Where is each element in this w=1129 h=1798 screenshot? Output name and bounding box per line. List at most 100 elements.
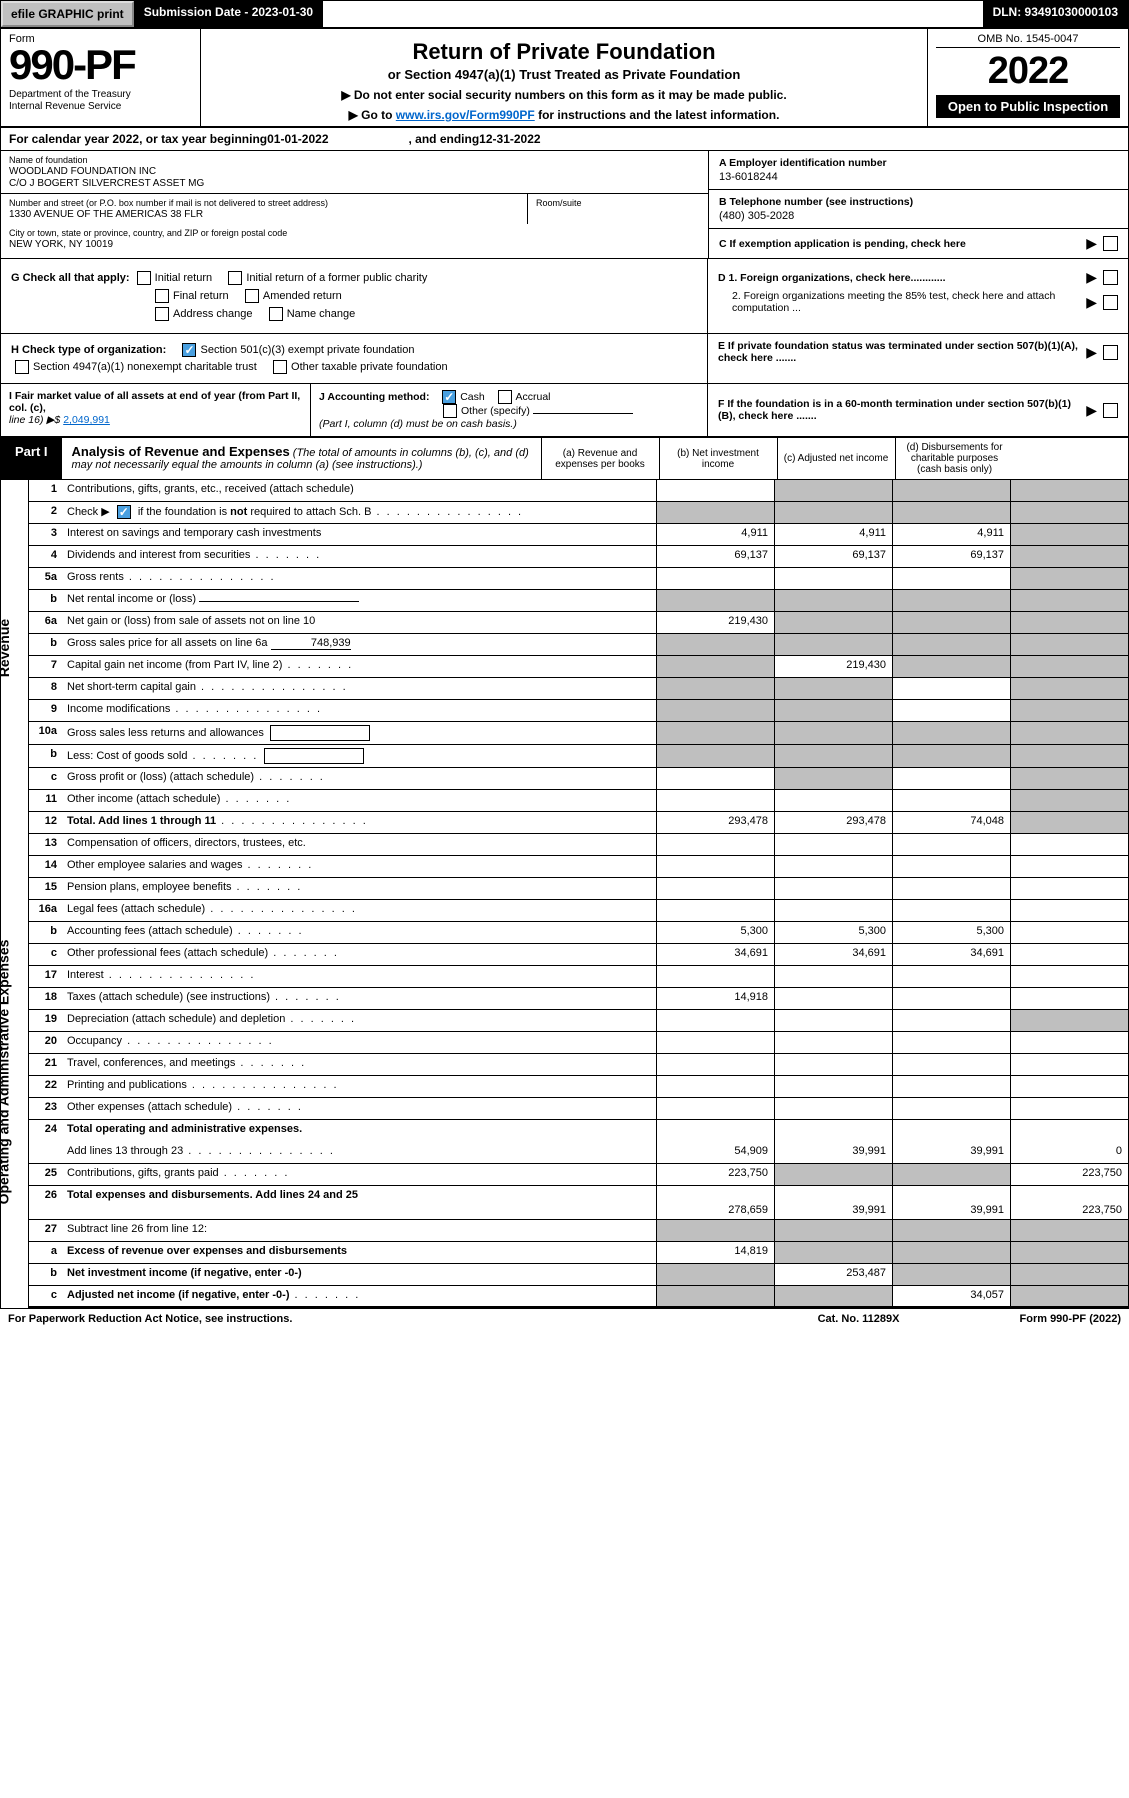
table-row: 21Travel, conferences, and meetings <box>29 1054 1128 1076</box>
g-address-checkbox[interactable] <box>155 307 169 321</box>
footer: For Paperwork Reduction Act Notice, see … <box>0 1309 1129 1329</box>
h-label: H Check type of organization: <box>11 344 166 356</box>
cal-begin: 01-01-2022 <box>267 132 328 146</box>
j-accrual: Accrual <box>516 391 551 403</box>
d2-checkbox[interactable] <box>1103 295 1118 310</box>
phone-val: (480) 305-2028 <box>719 210 1118 222</box>
table-row: 20Occupancy <box>29 1032 1128 1054</box>
oae-sidelabel: Operating and Administrative Expenses <box>1 834 29 1308</box>
header-right: OMB No. 1545-0047 2022 Open to Public In… <box>928 29 1128 126</box>
topbar: efile GRAPHIC print Submission Date - 20… <box>1 1 1128 29</box>
j-note: (Part I, column (d) must be on cash basi… <box>319 418 517 430</box>
r26: Total expenses and disbursements. Add li… <box>63 1186 656 1219</box>
table-row: 27Subtract line 26 from line 12: <box>29 1220 1128 1242</box>
cal-mid: , and ending <box>409 132 480 146</box>
j-label: J Accounting method: <box>319 391 429 403</box>
table-row: 3Interest on savings and temporary cash … <box>29 524 1128 546</box>
table-row: aExcess of revenue over expenses and dis… <box>29 1242 1128 1264</box>
col-d-head: (d) Disbursements for charitable purpose… <box>896 438 1014 479</box>
table-row: bGross sales price for all assets on lin… <box>29 634 1128 656</box>
form-wrap: efile GRAPHIC print Submission Date - 20… <box>0 0 1129 1309</box>
r2-checkbox[interactable] <box>117 505 131 519</box>
r27b: Net investment income (if negative, ente… <box>63 1264 656 1285</box>
table-row: bAccounting fees (attach schedule)5,3005… <box>29 922 1128 944</box>
h-other-checkbox[interactable] <box>273 360 287 374</box>
table-row: 24Total operating and administrative exp… <box>29 1120 1128 1142</box>
instr-2-pre: ▶ Go to <box>349 108 396 122</box>
table-row: 15Pension plans, employee benefits <box>29 878 1128 900</box>
table-row: 19Depreciation (attach schedule) and dep… <box>29 1010 1128 1032</box>
ein-label: A Employer identification number <box>719 157 1118 169</box>
f-label: F If the foundation is in a 60-month ter… <box>718 398 1071 422</box>
j-other-checkbox[interactable] <box>443 404 457 418</box>
table-row: 6aNet gain or (loss) from sale of assets… <box>29 612 1128 634</box>
d-block: D 1. Foreign organizations, check here..… <box>708 259 1128 333</box>
r16c: Other professional fees (attach schedule… <box>63 944 656 965</box>
dept-1: Department of the Treasury <box>9 89 131 100</box>
foot-mid: Cat. No. 11289X <box>818 1313 900 1325</box>
r23: Other expenses (attach schedule) <box>63 1098 656 1119</box>
ein-row: A Employer identification number 13-6018… <box>709 151 1128 190</box>
expenses-section: Operating and Administrative Expenses 13… <box>1 834 1128 1308</box>
table-row: 14Other employee salaries and wages <box>29 856 1128 878</box>
city-label: City or town, state or province, country… <box>9 228 700 238</box>
j-cash: Cash <box>460 391 485 403</box>
table-row: bNet investment income (if negative, ent… <box>29 1264 1128 1286</box>
h-501c3-checkbox[interactable] <box>182 343 196 357</box>
h-e-row: H Check type of organization: Section 50… <box>1 334 1128 384</box>
r8: Net short-term capital gain <box>63 678 656 699</box>
table-row: 23Other expenses (attach schedule) <box>29 1098 1128 1120</box>
d1-checkbox[interactable] <box>1103 270 1118 285</box>
c-row: C If exemption application is pending, c… <box>709 229 1128 258</box>
form-title: Return of Private Foundation <box>209 39 919 65</box>
col-a-head: (a) Revenue and expenses per books <box>542 438 660 479</box>
j-block: J Accounting method: Cash Accrual Other … <box>311 384 708 436</box>
table-row: 17Interest <box>29 966 1128 988</box>
submission-date: Submission Date - 2023-01-30 <box>134 1 323 27</box>
h-4947-checkbox[interactable] <box>15 360 29 374</box>
col-b-head: (b) Net investment income <box>660 438 778 479</box>
irs-link[interactable]: www.irs.gov/Form990PF <box>396 108 535 122</box>
h-block: H Check type of organization: Section 50… <box>1 334 708 383</box>
dln: DLN: 93491030000103 <box>983 1 1128 27</box>
r19: Depreciation (attach schedule) and deple… <box>63 1010 656 1031</box>
revenue-section: Revenue 1Contributions, gifts, grants, e… <box>1 480 1128 834</box>
table-row: 22Printing and publications <box>29 1076 1128 1098</box>
table-row: 26Total expenses and disbursements. Add … <box>29 1186 1128 1220</box>
name-row: Name of foundation WOODLAND FOUNDATION I… <box>1 151 708 194</box>
r25: Contributions, gifts, grants paid <box>63 1164 656 1185</box>
oae-label: Operating and Administrative Expenses <box>0 940 11 1205</box>
d1-label: D 1. Foreign organizations, check here..… <box>718 272 946 284</box>
table-row: 4Dividends and interest from securities6… <box>29 546 1128 568</box>
info-block: Name of foundation WOODLAND FOUNDATION I… <box>1 151 1128 259</box>
g-amended: Amended return <box>263 290 342 302</box>
efile-print-button[interactable]: efile GRAPHIC print <box>1 1 134 27</box>
name-1: WOODLAND FOUNDATION INC <box>9 166 700 177</box>
foot-left: For Paperwork Reduction Act Notice, see … <box>8 1313 292 1325</box>
part-label: Part I <box>1 438 62 479</box>
part-title: Analysis of Revenue and Expenses <box>72 444 290 459</box>
table-row: 8Net short-term capital gain <box>29 678 1128 700</box>
e-checkbox[interactable] <box>1103 345 1118 360</box>
f-checkbox[interactable] <box>1103 403 1118 418</box>
r24a: Total operating and administrative expen… <box>63 1120 656 1142</box>
g-final-checkbox[interactable] <box>155 289 169 303</box>
r3: Interest on savings and temporary cash i… <box>63 524 656 545</box>
g-name-checkbox[interactable] <box>269 307 283 321</box>
header-left: Form 990-PF Department of the Treasury I… <box>1 29 201 126</box>
g-initial-former-checkbox[interactable] <box>228 271 242 285</box>
i-label: I Fair market value of all assets at end… <box>9 390 300 414</box>
j-accrual-checkbox[interactable] <box>498 390 512 404</box>
j-cash-checkbox[interactable] <box>442 390 456 404</box>
c-checkbox[interactable] <box>1103 236 1118 251</box>
g-d-row: G Check all that apply: Initial return I… <box>1 259 1128 334</box>
g-initial-checkbox[interactable] <box>137 271 151 285</box>
r17: Interest <box>63 966 656 987</box>
omb-number: OMB No. 1545-0047 <box>936 33 1120 48</box>
city-val: NEW YORK, NY 10019 <box>9 239 700 250</box>
g-block: G Check all that apply: Initial return I… <box>1 259 708 333</box>
ij-row: I Fair market value of all assets at end… <box>1 384 1128 438</box>
info-left: Name of foundation WOODLAND FOUNDATION I… <box>1 151 708 258</box>
g-amended-checkbox[interactable] <box>245 289 259 303</box>
r21: Travel, conferences, and meetings <box>63 1054 656 1075</box>
